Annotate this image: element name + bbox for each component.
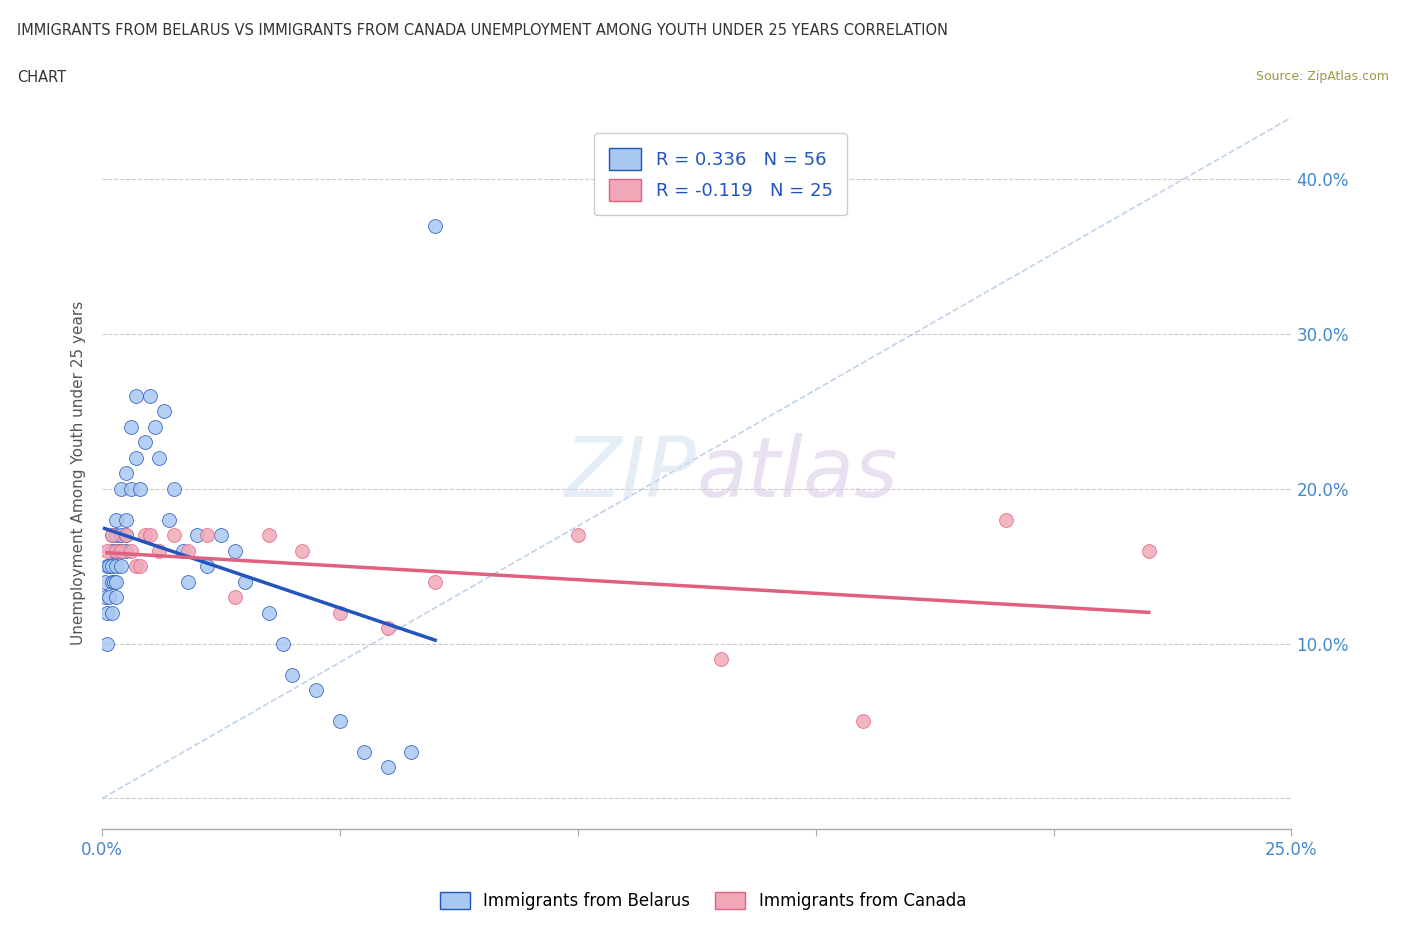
Point	[120, 482, 142, 497]
Point	[105, 590, 128, 604]
Point	[134, 435, 156, 450]
Point	[105, 559, 128, 574]
Point	[177, 574, 200, 589]
Point	[153, 404, 176, 418]
Point	[108, 543, 131, 558]
Point	[305, 683, 328, 698]
Point	[100, 559, 122, 574]
Point	[96, 543, 118, 558]
Point	[115, 543, 138, 558]
Point	[100, 543, 122, 558]
Point	[425, 219, 447, 233]
Point	[96, 636, 118, 651]
Point	[100, 528, 122, 543]
Point	[100, 528, 122, 543]
Point	[852, 713, 875, 728]
Point	[186, 528, 208, 543]
Point	[110, 528, 132, 543]
Point	[96, 605, 118, 620]
Point	[93, 590, 115, 604]
Legend: R = 0.336   N = 56, R = -0.119   N = 25: R = 0.336 N = 56, R = -0.119 N = 25	[595, 133, 846, 216]
Point	[105, 543, 128, 558]
Point	[329, 713, 352, 728]
Point	[377, 760, 399, 775]
Text: Source: ZipAtlas.com: Source: ZipAtlas.com	[1256, 70, 1389, 83]
Point	[139, 389, 162, 404]
Point	[377, 620, 399, 635]
Point	[224, 590, 246, 604]
Point	[401, 745, 423, 760]
Point	[329, 605, 352, 620]
Point	[100, 574, 122, 589]
Point	[129, 482, 152, 497]
Y-axis label: Unemployment Among Youth under 25 years: Unemployment Among Youth under 25 years	[72, 301, 86, 645]
Point	[195, 559, 218, 574]
Point	[134, 528, 156, 543]
Point	[177, 543, 200, 558]
Point	[124, 559, 146, 574]
Point	[105, 512, 128, 527]
Point	[139, 528, 162, 543]
Text: IMMIGRANTS FROM BELARUS VS IMMIGRANTS FROM CANADA UNEMPLOYMENT AMONG YOUTH UNDER: IMMIGRANTS FROM BELARUS VS IMMIGRANTS FR…	[17, 23, 948, 38]
Point	[100, 605, 122, 620]
Point	[157, 512, 180, 527]
Point	[124, 389, 146, 404]
Point	[143, 419, 166, 434]
Point	[96, 559, 118, 574]
Point	[209, 528, 232, 543]
Point	[105, 528, 128, 543]
Point	[172, 543, 194, 558]
Point	[93, 574, 115, 589]
Point	[98, 590, 121, 604]
Point	[257, 605, 280, 620]
Point	[115, 528, 138, 543]
Point	[1137, 543, 1160, 558]
Point	[115, 528, 138, 543]
Point	[291, 543, 314, 558]
Point	[257, 528, 280, 543]
Point	[162, 482, 184, 497]
Text: ZIP: ZIP	[565, 432, 697, 514]
Point	[129, 559, 152, 574]
Point	[710, 652, 733, 667]
Point	[105, 543, 128, 558]
Point	[98, 559, 121, 574]
Point	[110, 482, 132, 497]
Point	[233, 574, 256, 589]
Point	[224, 543, 246, 558]
Legend: Immigrants from Belarus, Immigrants from Canada: Immigrants from Belarus, Immigrants from…	[433, 885, 973, 917]
Point	[110, 543, 132, 558]
Point	[425, 574, 447, 589]
Point	[281, 667, 304, 682]
Point	[103, 574, 125, 589]
Point	[105, 574, 128, 589]
Point	[115, 466, 138, 481]
Point	[115, 512, 138, 527]
Point	[120, 543, 142, 558]
Point	[195, 528, 218, 543]
Point	[162, 528, 184, 543]
Point	[353, 745, 375, 760]
Point	[271, 636, 294, 651]
Point	[148, 543, 170, 558]
Point	[148, 450, 170, 465]
Point	[124, 450, 146, 465]
Point	[567, 528, 589, 543]
Text: CHART: CHART	[17, 70, 66, 85]
Point	[120, 419, 142, 434]
Point	[995, 512, 1018, 527]
Point	[110, 543, 132, 558]
Text: atlas: atlas	[697, 432, 898, 514]
Point	[110, 559, 132, 574]
